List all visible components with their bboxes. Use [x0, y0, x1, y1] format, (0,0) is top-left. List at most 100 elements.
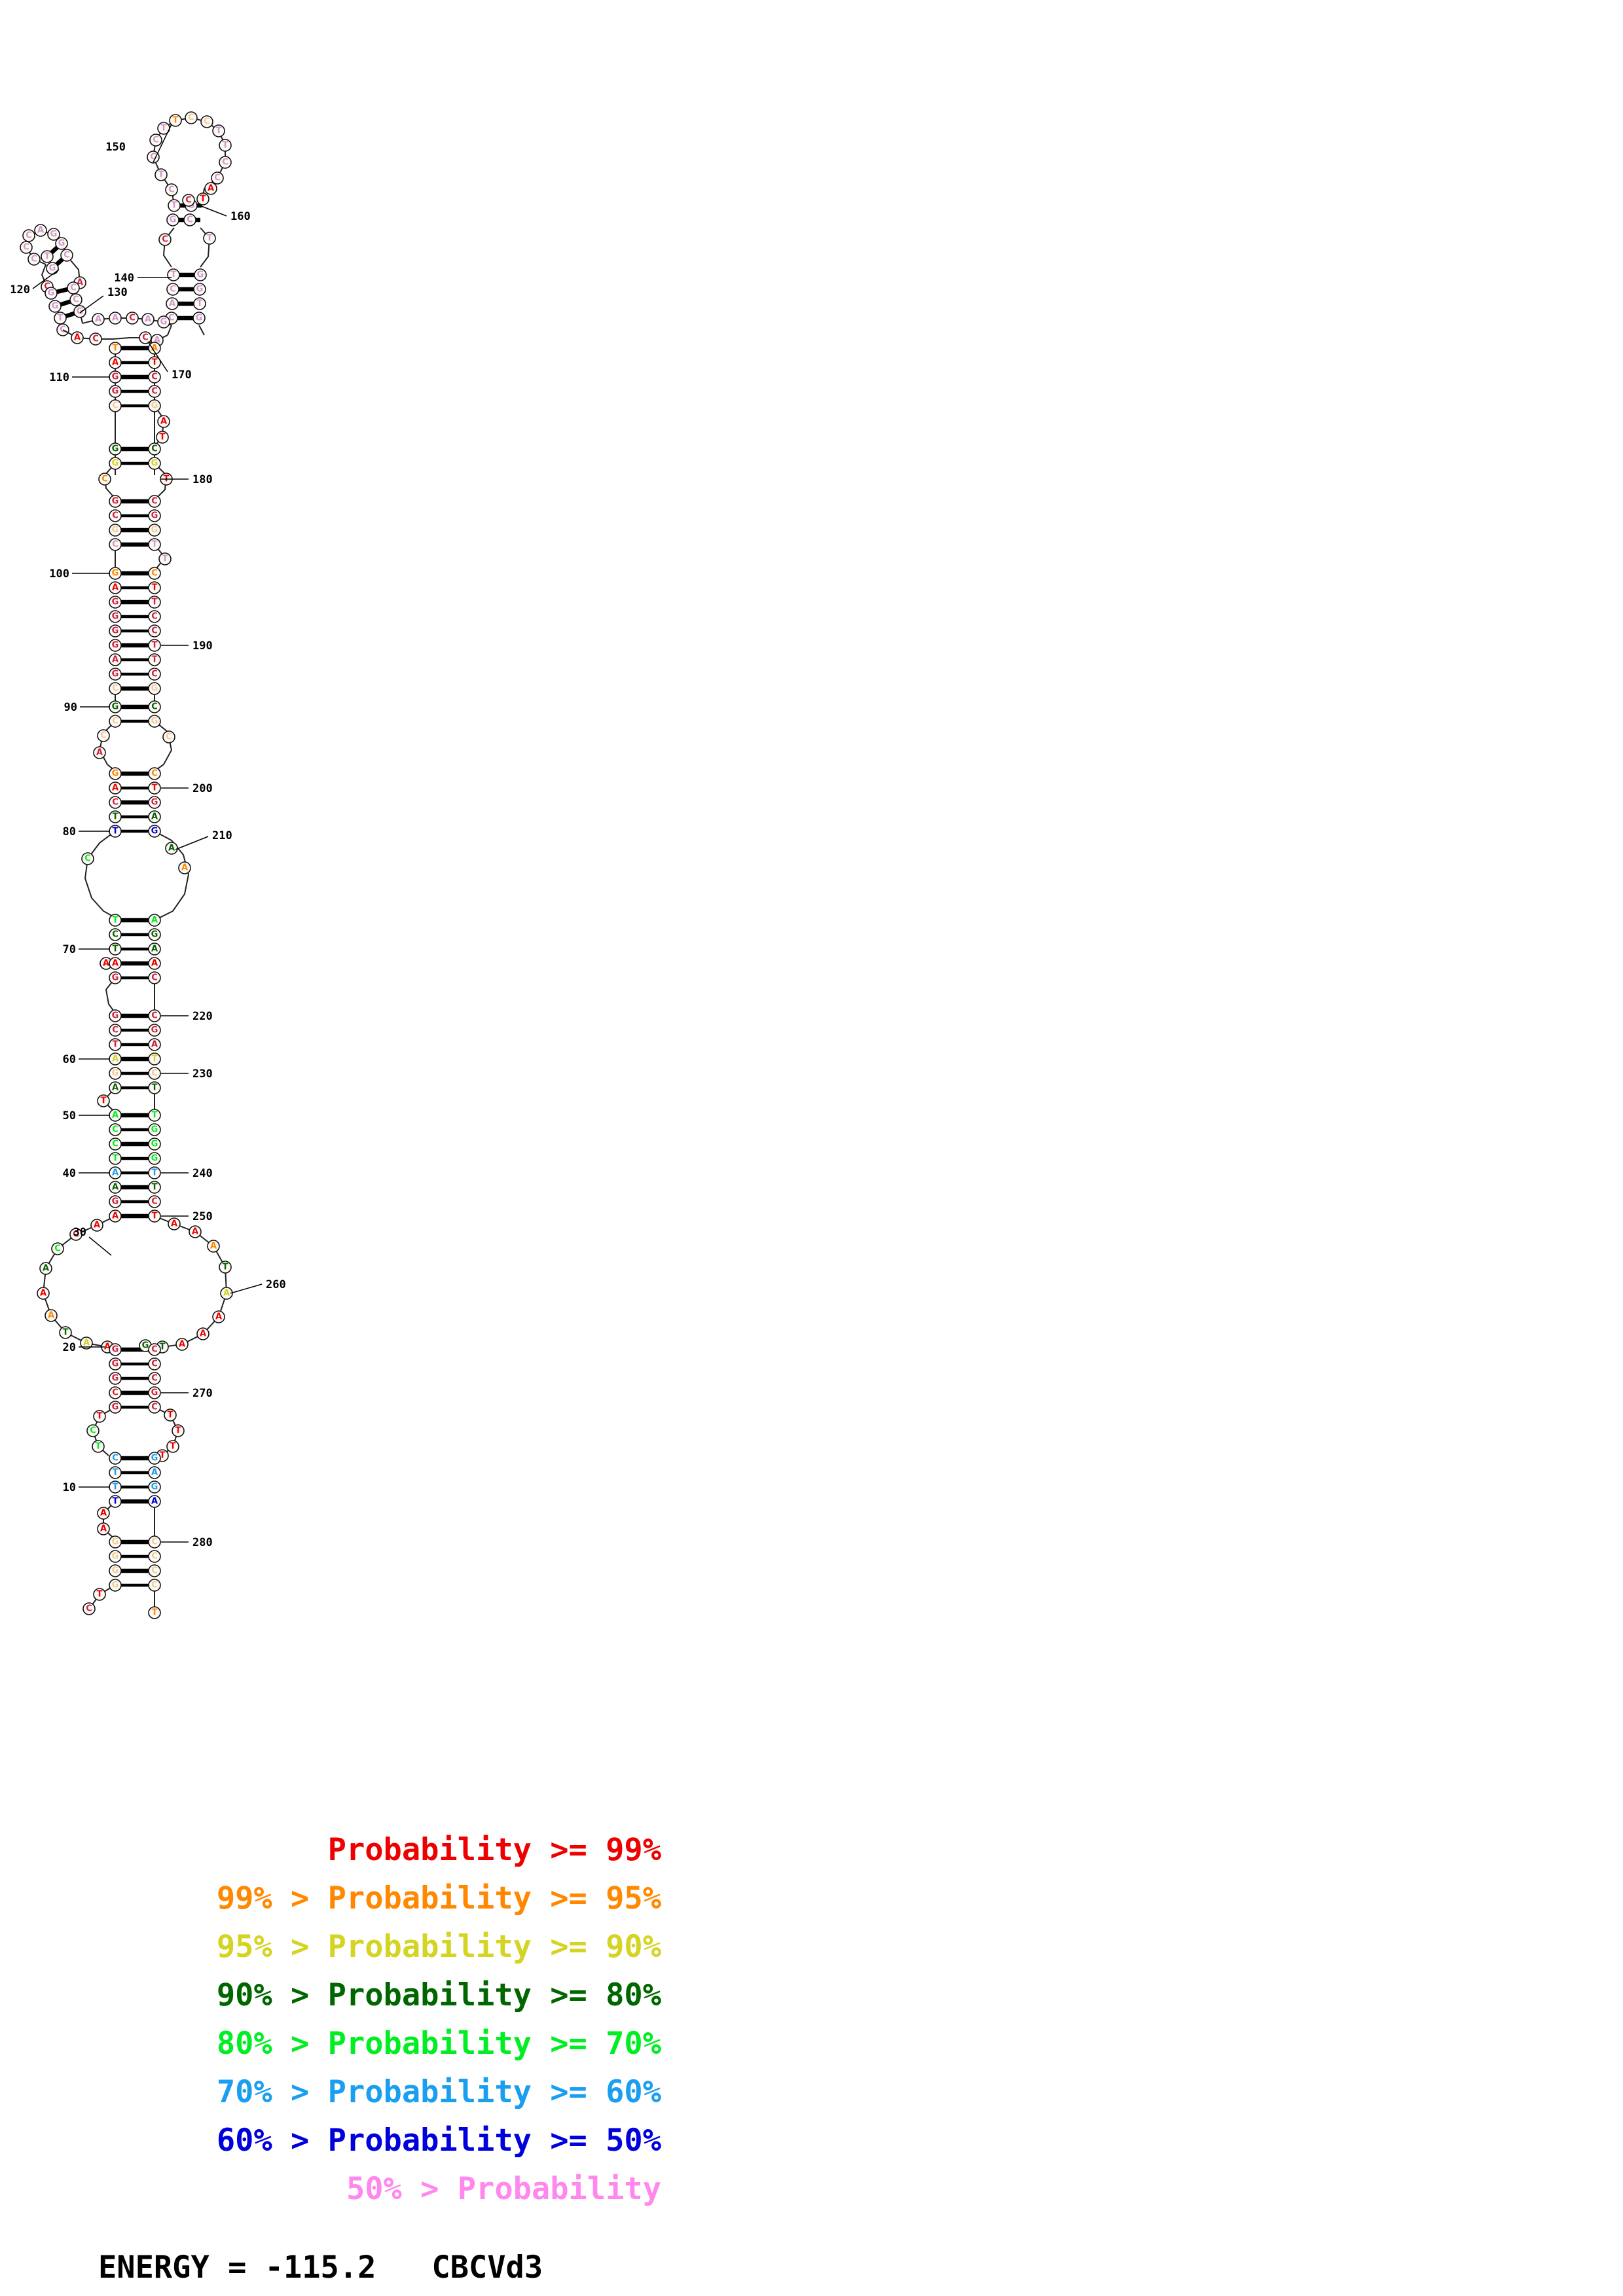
svg-text:C: C	[166, 732, 172, 742]
svg-text:T: T	[152, 1183, 158, 1193]
svg-text:C: C	[129, 314, 136, 323]
svg-text:G: G	[112, 459, 119, 469]
svg-text:G: G	[151, 1454, 158, 1463]
svg-text:C: C	[112, 798, 119, 808]
position-label-270: 270	[161, 1387, 213, 1400]
svg-text:G: G	[112, 1069, 119, 1079]
position-label-120: 120	[10, 269, 60, 296]
svg-text:C: C	[188, 113, 194, 123]
svg-text:A: A	[112, 783, 119, 793]
svg-text:110: 110	[49, 371, 69, 384]
svg-text:A: A	[95, 315, 101, 325]
svg-text:T: T	[63, 1328, 69, 1338]
rna-structure-panel: .bb{stroke:#222;stroke-width:2.0;fill:no…	[0, 0, 720, 1649]
svg-text:C: C	[151, 497, 158, 507]
svg-text:G: G	[112, 1566, 119, 1576]
svg-text:G: G	[112, 1011, 119, 1021]
svg-text:T: T	[113, 1154, 119, 1164]
position-label-150: 150	[105, 124, 172, 163]
svg-text:G: G	[112, 973, 119, 983]
svg-text:C: C	[151, 444, 158, 454]
svg-text:A: A	[104, 1342, 111, 1352]
legend-row-80: 90% > Probability >= 80%	[216, 1977, 661, 2013]
svg-text:T: T	[152, 1111, 158, 1121]
svg-text:T: T	[152, 1211, 158, 1221]
svg-text:C: C	[90, 1426, 96, 1436]
svg-text:A: A	[151, 344, 158, 353]
svg-text:C: C	[151, 1552, 158, 1562]
svg-text:G: G	[112, 598, 119, 607]
nt-group-big-loop: A C C A A A T A A A A A T A A A A T G	[37, 1217, 233, 1354]
svg-text:A: A	[112, 959, 119, 969]
svg-text:G: G	[196, 314, 203, 323]
svg-text:C: C	[112, 540, 119, 550]
svg-text:G: G	[58, 239, 65, 249]
position-label-90: 90	[64, 701, 110, 714]
svg-text:T: T	[96, 1442, 101, 1452]
svg-text:T: T	[162, 554, 168, 564]
svg-text:C: C	[112, 930, 119, 940]
svg-text:C: C	[112, 1125, 119, 1135]
position-label-180: 180	[161, 473, 213, 486]
svg-text:T: T	[168, 1410, 173, 1420]
svg-text:G: G	[112, 641, 119, 651]
svg-text:T: T	[216, 126, 222, 136]
svg-text:A: A	[151, 916, 158, 925]
svg-text:G: G	[112, 1345, 119, 1355]
svg-text:G: G	[151, 798, 158, 808]
svg-text:T: T	[113, 827, 119, 836]
svg-text:C: C	[170, 285, 176, 295]
svg-text:C: C	[168, 185, 175, 195]
svg-text:A: A	[179, 1340, 185, 1350]
svg-text:C: C	[100, 731, 107, 741]
svg-text:G: G	[196, 285, 204, 295]
svg-text:G: G	[151, 684, 158, 694]
svg-text:C: C	[31, 255, 37, 264]
svg-text:A: A	[151, 1497, 158, 1507]
svg-text:200: 200	[192, 782, 213, 795]
svg-text:G: G	[151, 1154, 158, 1164]
svg-text:G: G	[151, 827, 158, 836]
svg-text:160: 160	[230, 210, 251, 223]
svg-text:C: C	[151, 612, 158, 622]
position-label-70: 70	[63, 943, 110, 956]
position-label-170: 170	[147, 341, 192, 382]
svg-text:130: 130	[107, 286, 128, 299]
svg-text:G: G	[112, 670, 119, 679]
svg-text:T: T	[172, 201, 177, 211]
svg-text:G: G	[112, 1537, 119, 1547]
position-label-230: 230	[161, 1067, 213, 1081]
position-label-110: 110	[49, 371, 110, 384]
svg-text:A: A	[43, 1264, 49, 1274]
svg-text:G: G	[49, 264, 56, 274]
svg-text:G: G	[151, 1482, 158, 1492]
svg-text:C: C	[112, 511, 119, 521]
svg-text:G: G	[151, 1139, 158, 1149]
position-label-240: 240	[161, 1167, 213, 1180]
svg-text:G: G	[112, 769, 119, 779]
svg-text:T: T	[152, 1054, 158, 1064]
position-label-260: 260	[230, 1278, 286, 1294]
svg-text:A: A	[40, 1289, 46, 1299]
svg-text:C: C	[185, 196, 192, 206]
svg-text:C: C	[151, 1359, 158, 1369]
svg-text:C: C	[151, 1566, 158, 1576]
svg-text:220: 220	[192, 1010, 213, 1023]
nt-group-hairpin-left: C C C A G T G G C C A G C G C T G C	[20, 224, 86, 336]
svg-text:T: T	[207, 234, 213, 243]
svg-text:A: A	[112, 1168, 119, 1178]
svg-text:A: A	[112, 1211, 119, 1221]
hairpin-loop-right: C T C C T T C C T T C C A T T G C G C C	[147, 111, 232, 336]
svg-text:A: A	[112, 655, 119, 665]
svg-text:C: C	[151, 769, 158, 779]
position-label-280: 280	[161, 1536, 213, 1549]
svg-text:T: T	[170, 1442, 176, 1452]
svg-text:G: G	[112, 497, 119, 507]
svg-text:A: A	[112, 1183, 119, 1193]
legend-row-70: 80% > Probability >= 70%	[216, 2026, 661, 2062]
position-label-60: 60	[63, 1053, 110, 1066]
svg-text:G: G	[112, 1374, 119, 1384]
svg-text:C: C	[153, 135, 159, 145]
svg-text:T: T	[152, 655, 158, 665]
svg-text:G: G	[151, 1026, 158, 1035]
